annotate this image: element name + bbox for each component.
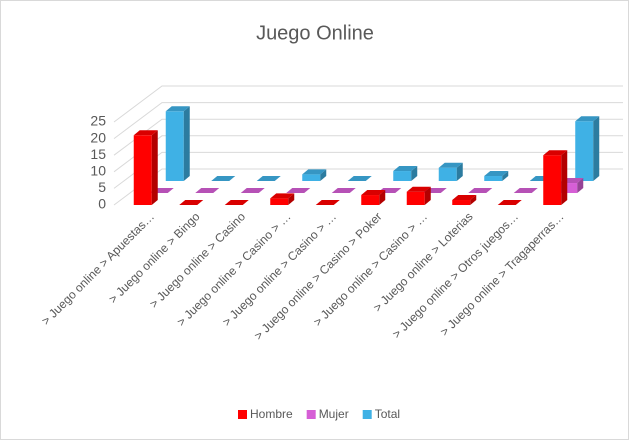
bar-front xyxy=(543,155,562,205)
legend-swatch xyxy=(362,410,372,419)
bar-side xyxy=(424,186,431,205)
bar-front xyxy=(484,176,503,181)
grid-line xyxy=(113,102,623,140)
grid-line xyxy=(113,135,623,173)
bar-top xyxy=(438,162,463,168)
bar-front xyxy=(559,183,578,193)
bar-top xyxy=(133,130,158,136)
y-tick-label: 0 xyxy=(98,196,106,212)
bar-top xyxy=(497,200,522,205)
bar-front xyxy=(575,121,594,181)
y-tick-label: 5 xyxy=(98,179,106,195)
bar-side xyxy=(502,171,509,181)
bar-top xyxy=(179,200,204,205)
bar-front xyxy=(361,195,380,205)
bar-top xyxy=(406,186,431,192)
bar-side xyxy=(577,178,584,193)
bar-front xyxy=(438,167,457,181)
bar-top xyxy=(315,200,340,205)
bar-side xyxy=(288,193,295,205)
grid-line xyxy=(113,85,623,123)
legend-swatch xyxy=(238,410,247,419)
bar-front xyxy=(452,200,471,205)
bar-side xyxy=(561,150,568,205)
bar-front xyxy=(270,198,289,205)
bar-top xyxy=(256,176,281,181)
bar-side xyxy=(379,190,386,205)
bar-top xyxy=(543,150,568,156)
grid-line xyxy=(113,118,623,156)
bar-top xyxy=(513,188,538,193)
bar-top xyxy=(195,188,220,193)
bar-front xyxy=(165,111,184,181)
bar-front xyxy=(393,171,412,181)
grid-line xyxy=(113,151,623,189)
bar-top xyxy=(468,188,493,193)
chart-title: Juego Online xyxy=(256,22,374,44)
bar-top xyxy=(484,171,509,177)
legend-label: Total xyxy=(375,407,400,421)
y-tick-label: 25 xyxy=(90,113,106,129)
legend-label: Mujer xyxy=(319,407,349,421)
bar-side xyxy=(411,166,418,181)
bar-top xyxy=(361,190,386,196)
legend: Hombre Mujer Total xyxy=(238,407,400,421)
bar-side xyxy=(151,130,158,205)
bar-side xyxy=(593,116,600,181)
bar-top xyxy=(211,176,236,181)
bar-front xyxy=(133,135,152,205)
y-tick-label: 20 xyxy=(90,129,106,145)
bar-top xyxy=(452,195,477,201)
bar-top xyxy=(575,116,600,122)
bar-top xyxy=(286,188,311,193)
bar-top xyxy=(165,106,190,112)
bar-side xyxy=(456,162,463,181)
bar-top xyxy=(270,193,295,199)
bar-side xyxy=(470,195,477,205)
y-tick-label: 10 xyxy=(90,163,106,179)
bar-top xyxy=(393,166,418,172)
y-tick-label: 15 xyxy=(90,146,106,162)
bar-top xyxy=(331,188,356,193)
bar-side xyxy=(320,169,327,181)
legend-label: Hombre xyxy=(250,407,293,421)
bar-top xyxy=(224,200,249,205)
bar-front xyxy=(406,191,425,205)
bar-top xyxy=(302,169,327,175)
grid-line xyxy=(113,168,623,206)
bar-top xyxy=(240,188,265,193)
bar-top xyxy=(347,176,372,181)
bar-side xyxy=(183,106,190,181)
bar-front xyxy=(302,174,321,181)
legend-swatch xyxy=(306,410,316,419)
